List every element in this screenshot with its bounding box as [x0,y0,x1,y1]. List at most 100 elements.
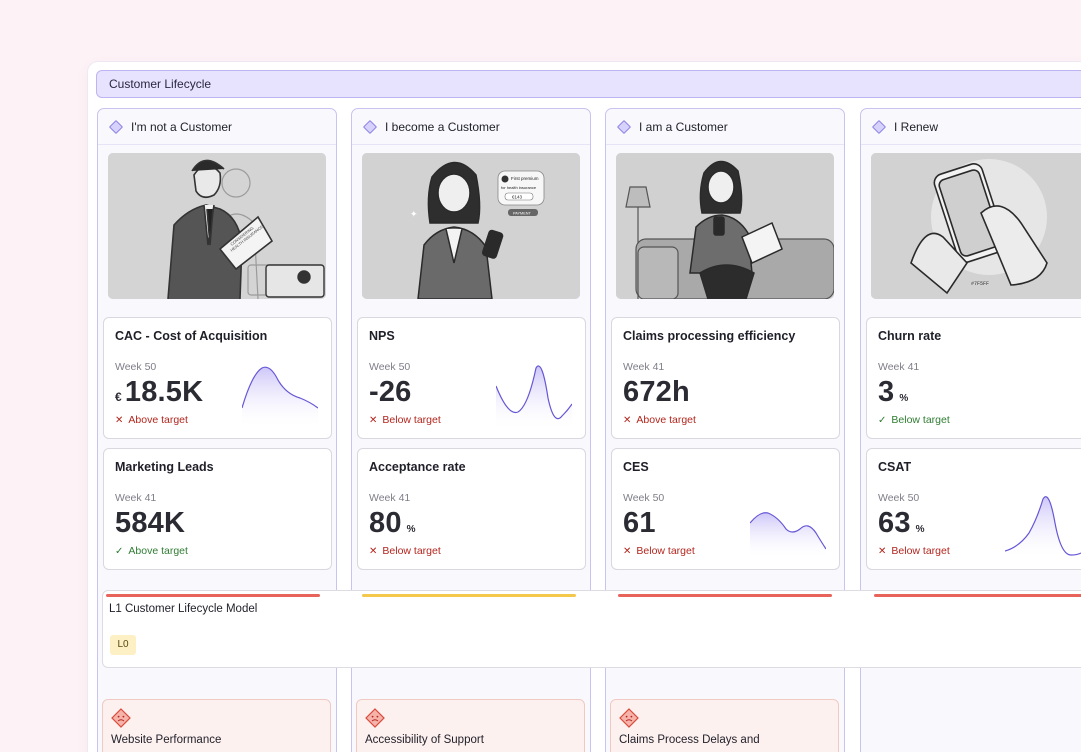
kpi-card-cac[interactable]: CAC - Cost of Acquisition Week 50 € 18.5… [103,317,332,439]
lifecycle-title: Customer Lifecycle [109,77,212,91]
kpi-card-claims-efficiency[interactable]: Claims processing efficiency Week 41 672… [611,317,840,439]
stage-progress-line [618,594,832,597]
kpi-number: 18.5K [124,376,204,408]
kpi-title: Claims processing efficiency [623,329,796,343]
hex-code: #7F5FF [971,281,989,287]
sad-face-icon [619,708,639,728]
pain-point-card[interactable]: Accessibility of Support [356,699,585,752]
column-header[interactable]: I Renew [861,109,1081,145]
kpi-title: Marketing Leads [115,460,214,474]
kpi-status: ✓ Below target [878,414,950,426]
kpi-title: CSAT [878,460,912,474]
kpi-week: Week 41 [115,492,157,504]
column-header[interactable]: I become a Customer [352,109,590,145]
pain-point-card[interactable]: Claims Process Delays and [610,699,839,752]
status-text: Above target [128,414,188,426]
column-header[interactable]: I am a Customer [606,109,844,145]
kpi-value: 584K [115,507,185,540]
kpi-title: CAC - Cost of Acquisition [115,329,268,343]
kpi-week: Week 41 [369,492,411,504]
stage-diamond-icon [108,119,124,134]
kpi-value: 63 % [878,507,925,540]
kpi-number: -26 [369,376,412,408]
status-text: Below target [891,545,950,557]
check-icon: ✓ [878,414,887,426]
kpi-card-csat[interactable]: CSAT Week 50 63 % ✕ Below target [866,448,1081,570]
pain-point-title: Website Performance [111,734,222,746]
kpi-title: Churn rate [878,329,942,343]
kpi-number: 672h [623,376,690,408]
phone-line: First premium [511,176,539,181]
kpi-value: -26 [369,376,412,409]
kpi-number: 584K [115,507,186,539]
kpi-week: Week 41 [878,361,920,373]
column-title: I Renew [894,119,939,134]
stage-progress-line [106,594,320,597]
close-icon: ✕ [369,414,378,426]
lifecycle-model-panel[interactable] [102,590,1081,668]
column-header[interactable]: I'm not a Customer [98,109,336,145]
close-icon: ✕ [878,545,887,557]
kpi-status: ✕ Below target [369,414,441,426]
kpi-card-churn-rate[interactable]: Churn rate Week 41 3 % ✓ Below target [866,317,1081,439]
kpi-title: NPS [369,329,395,343]
sad-face-icon [111,708,131,728]
status-text: Below target [636,545,695,557]
sparkline-chart [242,366,318,426]
kpi-value: 80 % [369,507,416,540]
level-badge[interactable]: L0 [110,635,136,655]
kpi-status: ✓ Above target [115,545,188,557]
status-text: Below target [382,545,441,557]
stage-diamond-icon [871,119,887,134]
column-title: I become a Customer [385,119,500,134]
kpi-number: 61 [623,507,656,539]
kpi-number: 80 [369,507,402,539]
kpi-value: 61 [623,507,656,540]
sad-face-icon [365,708,385,728]
sparkline-chart [496,365,572,428]
close-icon: ✕ [623,545,632,557]
unit-suffix: % [915,524,925,535]
stage-progress-line [874,594,1081,597]
status-text: Above target [636,414,696,426]
kpi-card-ces[interactable]: CES Week 50 61 ✕ Below target [611,448,840,570]
model-title: L1 Customer Lifecycle Model [109,603,258,615]
kpi-week: Week 50 [878,492,920,504]
illustration-hands-phone: #7F5FF [871,153,1081,299]
kpi-title: Acceptance rate [369,460,466,474]
phone-button: PAYMENT [513,212,531,216]
close-icon: ✕ [623,414,632,426]
kpi-status: ✕ Above target [623,414,696,426]
kpi-card-marketing-leads[interactable]: Marketing Leads Week 41 584K ✓ Above tar… [103,448,332,570]
illustration-woman-sofa [616,153,834,299]
kpi-status: ✕ Below target [369,545,441,557]
kpi-status: ✕ Below target [878,545,950,557]
kpi-status: ✕ Below target [623,545,695,557]
close-icon: ✕ [369,545,378,557]
sparkline-chart [1005,496,1081,557]
kpi-value: 672h [623,376,690,409]
kpi-number: 3 [878,376,895,408]
column-title: I am a Customer [639,119,728,134]
kpi-week: Week 50 [623,492,665,504]
phone-line: for health insurance [501,185,537,190]
sparkline-chart [750,512,826,557]
kpi-week: Week 41 [623,361,665,373]
stage-diamond-icon [616,119,632,134]
kpi-card-acceptance-rate[interactable]: Acceptance rate Week 41 80 % ✕ Below tar… [357,448,586,570]
kpi-card-nps[interactable]: NPS Week 50 -26 ✕ Below target [357,317,586,439]
status-text: Above target [128,545,188,557]
close-icon: ✕ [115,414,124,426]
column-become-customer[interactable]: I become a Customer First premium for he… [351,108,591,752]
lifecycle-header[interactable]: Customer Lifecycle [96,70,1081,98]
kpi-title: CES [623,460,649,474]
column-not-customer[interactable]: I'm not a Customer CONSIDERING HEALTH IN… [97,108,337,752]
unit-suffix: % [899,393,909,404]
phone-amount: €143 [512,195,523,200]
illustration-woman-phone: First premium for health insurance €143 … [362,153,580,299]
pain-point-card[interactable]: Website Performance [102,699,331,752]
pain-point-title: Claims Process Delays and [619,734,760,746]
stage-diamond-icon [362,119,378,134]
pain-point-title: Accessibility of Support [365,734,484,746]
currency-prefix: € [115,390,122,404]
